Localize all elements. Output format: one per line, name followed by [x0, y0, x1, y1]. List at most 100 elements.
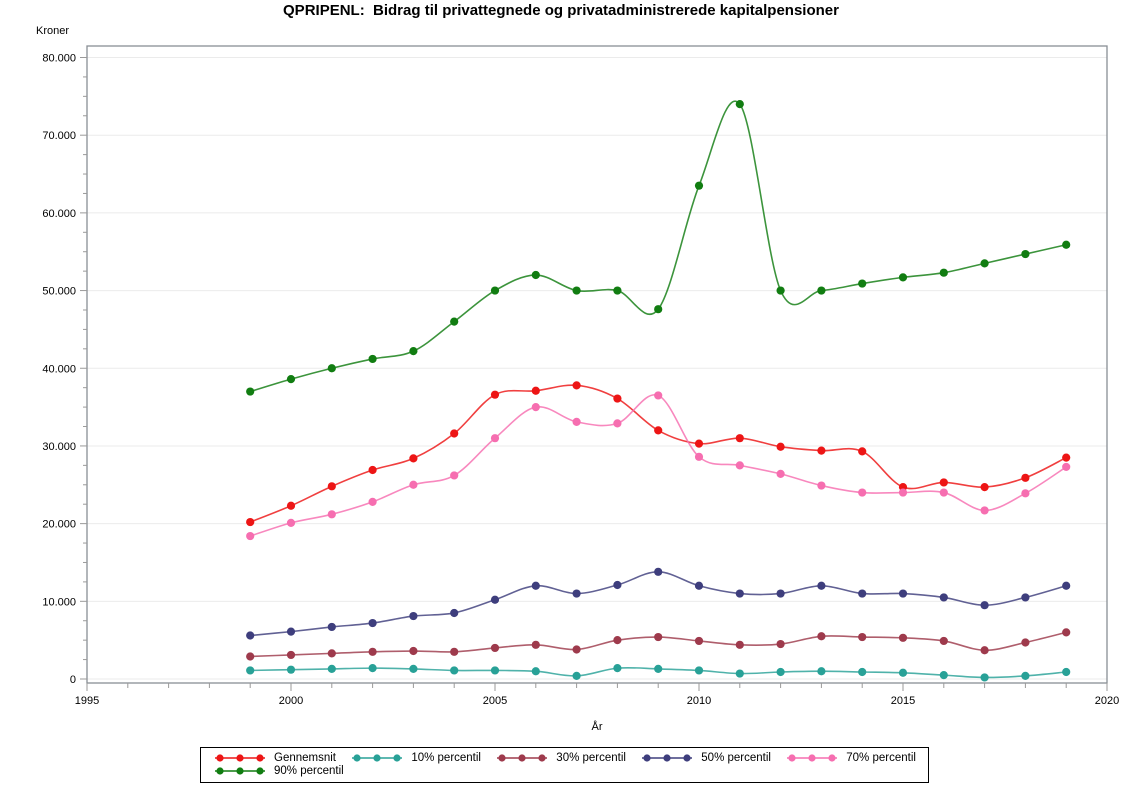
- data-point: [980, 506, 989, 515]
- data-point: [286, 627, 296, 636]
- data-point: [450, 647, 459, 656]
- data-point: [450, 429, 459, 438]
- data-point: [368, 664, 377, 673]
- data-point: [980, 601, 989, 610]
- data-point: [613, 286, 622, 295]
- data-point: [409, 454, 418, 463]
- legend-label: 70% percentil: [846, 752, 916, 764]
- data-point: [735, 669, 744, 678]
- data-point: [776, 667, 785, 677]
- data-point: [694, 439, 704, 448]
- data-point: [898, 633, 908, 642]
- data-point: [327, 510, 336, 519]
- data-point: [817, 446, 826, 455]
- data-point: [327, 664, 336, 674]
- legend-item: 90% percentil: [213, 765, 344, 777]
- data-point: [694, 581, 704, 590]
- data-point: [776, 469, 785, 479]
- data-point: [490, 390, 500, 399]
- data-point: [572, 381, 581, 390]
- y-axis-title: Kroner: [36, 25, 70, 37]
- legend-item: 30% percentil: [495, 752, 626, 764]
- legend: Gennemsnit 10% percentil 30% percentil 50% …: [200, 747, 929, 783]
- data-point: [409, 347, 418, 356]
- data-point: [858, 589, 867, 598]
- data-point: [327, 364, 336, 373]
- data-point: [694, 452, 704, 461]
- data-point: [531, 386, 540, 395]
- data-point: [1021, 671, 1030, 680]
- data-point: [1062, 240, 1071, 249]
- data-point: [246, 652, 255, 661]
- legend-row: Gennemsnit 10% percentil 30% percentil 50% …: [213, 752, 916, 764]
- data-point: [613, 580, 622, 590]
- data-point: [654, 664, 663, 674]
- data-point: [694, 666, 704, 675]
- y-tick-label: 0: [70, 674, 76, 686]
- data-point: [858, 447, 867, 456]
- legend-line-marker-icon: [352, 754, 403, 762]
- data-point: [939, 488, 948, 497]
- data-point: [735, 461, 744, 470]
- series-50-percentil: [246, 567, 1071, 640]
- legend-label: 50% percentil: [701, 752, 771, 764]
- data-point: [939, 671, 948, 680]
- x-tick-label: 2005: [483, 695, 507, 707]
- data-point: [858, 632, 867, 642]
- legend-item: 50% percentil: [640, 752, 771, 764]
- data-point: [980, 673, 989, 682]
- y-tick-label: 80.000: [42, 53, 76, 65]
- data-point: [450, 471, 459, 480]
- data-point: [450, 666, 459, 675]
- data-point: [858, 488, 867, 497]
- data-point: [776, 639, 785, 649]
- data-point: [409, 646, 418, 656]
- data-point: [368, 497, 377, 506]
- data-point: [1021, 638, 1030, 647]
- data-point: [286, 501, 296, 510]
- data-point: [939, 636, 948, 646]
- series-30-percentil: [246, 628, 1071, 661]
- data-point: [980, 259, 989, 268]
- y-tick-label: 50.000: [42, 286, 76, 298]
- series-70-percentil: [246, 391, 1071, 541]
- y-tick-label: 20.000: [42, 519, 76, 531]
- data-point: [286, 375, 296, 384]
- series-gennemsnit: [246, 381, 1071, 527]
- data-point: [490, 595, 500, 604]
- data-point: [490, 666, 500, 675]
- data-point: [694, 181, 704, 190]
- data-point: [327, 649, 336, 658]
- data-point: [939, 593, 948, 602]
- data-point: [286, 665, 296, 674]
- data-point: [450, 317, 459, 326]
- data-point: [817, 286, 826, 295]
- data-point: [1062, 453, 1071, 462]
- legend-label: 30% percentil: [556, 752, 626, 764]
- data-point: [898, 273, 908, 282]
- x-tick-label: 2000: [279, 695, 303, 707]
- data-point: [1021, 489, 1030, 498]
- data-point: [246, 517, 255, 527]
- data-point: [572, 589, 581, 598]
- data-point: [1062, 628, 1071, 637]
- data-point: [572, 671, 581, 680]
- data-point: [654, 391, 663, 400]
- legend-label: Gennemsnit: [274, 752, 337, 764]
- series-line: [249, 394, 1067, 537]
- data-point: [1062, 667, 1071, 677]
- data-point: [286, 650, 296, 660]
- data-point: [613, 664, 622, 673]
- data-point: [409, 664, 418, 674]
- legend-item: 70% percentil: [785, 752, 916, 764]
- data-point: [858, 667, 867, 677]
- data-point: [531, 402, 540, 412]
- data-point: [694, 636, 704, 646]
- legend-item: Gennemsnit: [213, 752, 336, 764]
- data-point: [613, 394, 622, 403]
- y-tick-label: 30.000: [42, 441, 76, 453]
- y-tick-label: 10.000: [42, 596, 76, 608]
- x-tick-label: 2020: [1095, 695, 1119, 707]
